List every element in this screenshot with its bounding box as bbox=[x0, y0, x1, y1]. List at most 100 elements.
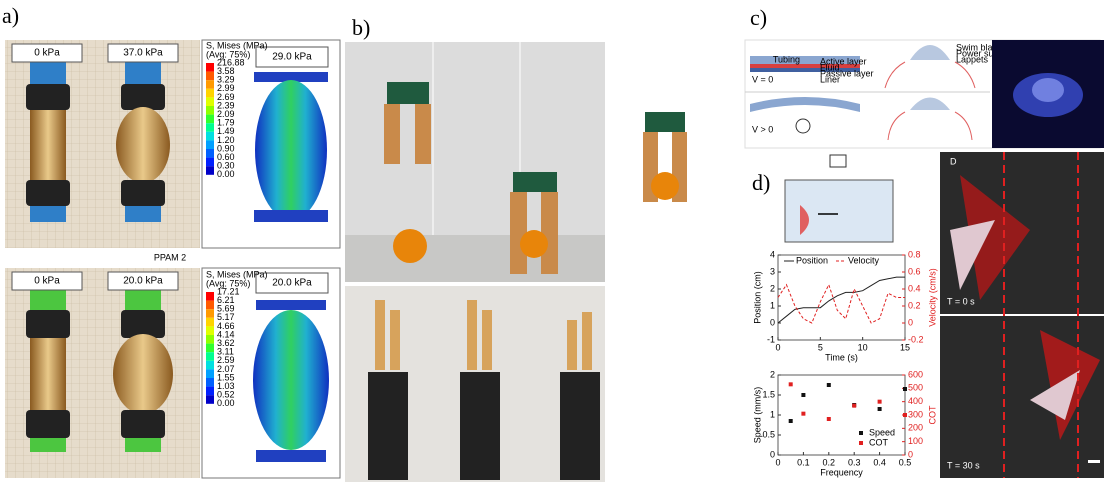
y2-tick-label: 0.6 bbox=[908, 266, 921, 276]
colorbar-swatch bbox=[206, 378, 214, 387]
y-tick-label: 1 bbox=[770, 300, 775, 310]
y2-tick-label: 0.2 bbox=[908, 300, 921, 310]
x-tick-label: 0.1 bbox=[797, 457, 810, 467]
scatter-point bbox=[903, 387, 907, 391]
y2-axis-label: COT bbox=[927, 405, 937, 425]
scatter-point bbox=[789, 419, 793, 423]
x-tick-label: 0.2 bbox=[823, 457, 836, 467]
panel-label: c) bbox=[750, 5, 767, 30]
fea-model bbox=[253, 310, 329, 450]
colorbar-label: 0.00 bbox=[217, 398, 235, 408]
colorbar-swatch bbox=[206, 166, 214, 175]
fea-model bbox=[255, 80, 327, 220]
y2-tick-label: 200 bbox=[908, 423, 923, 433]
pressure-label: 37.0 kPa bbox=[123, 48, 163, 59]
scatter-point bbox=[801, 393, 805, 397]
legend-swatch bbox=[859, 431, 863, 435]
colorbar-swatch bbox=[206, 140, 214, 149]
panel-label: b) bbox=[352, 15, 370, 40]
y2-tick-label: 600 bbox=[908, 369, 923, 379]
y2-tick-label: 300 bbox=[908, 409, 923, 419]
colorbar-swatch bbox=[206, 97, 214, 106]
figure: a) 0 kPa 37.0 kPa 29.0 kPa S, Mises (MPa… bbox=[0, 0, 1104, 482]
y-tick-label: 0 bbox=[770, 449, 775, 459]
y2-tick-label: 0.4 bbox=[908, 283, 921, 293]
y-axis-label: Speed (mm/s) bbox=[752, 387, 762, 444]
x-tick-label: 0.4 bbox=[873, 457, 886, 467]
state-label: V > 0 bbox=[752, 124, 773, 134]
y-tick-label: 3 bbox=[770, 266, 775, 276]
colorbar-swatch bbox=[206, 301, 214, 310]
scatter-point bbox=[852, 404, 856, 408]
y2-tick-label: -0.2 bbox=[908, 334, 924, 344]
y2-tick-label: 0 bbox=[908, 317, 913, 327]
colorbar-swatch bbox=[206, 149, 214, 158]
colorbar-swatch bbox=[206, 309, 214, 318]
time-label: T = 0 s bbox=[947, 296, 975, 306]
x-axis-label: Time (s) bbox=[825, 352, 858, 362]
section-title: PPAM 2 bbox=[154, 252, 186, 262]
y-tick-label: 0 bbox=[770, 317, 775, 327]
colorbar-swatch bbox=[206, 132, 214, 141]
colorbar-swatch bbox=[206, 63, 214, 72]
y2-tick-label: 400 bbox=[908, 396, 923, 406]
y-tick-label: 4 bbox=[770, 249, 775, 259]
scatter-point bbox=[878, 400, 882, 404]
colorbar-swatch bbox=[206, 292, 214, 301]
panel-label: a) bbox=[2, 3, 19, 28]
state-label: V = 0 bbox=[752, 74, 773, 84]
y2-axis-label: Velocity (cm/s) bbox=[927, 268, 937, 327]
legend-label: Position bbox=[796, 255, 828, 265]
x-tick-label: 0 bbox=[775, 342, 780, 352]
colorbar-swatch bbox=[206, 361, 214, 370]
x-tick-label: 10 bbox=[858, 342, 868, 352]
x-axis-label: Frequency bbox=[820, 467, 863, 477]
video-label: D bbox=[950, 156, 957, 166]
y2-tick-label: 0 bbox=[908, 449, 913, 459]
colorbar-swatch bbox=[206, 106, 214, 115]
y2-tick-label: 0.8 bbox=[908, 249, 921, 259]
y-tick-label: 2 bbox=[770, 369, 775, 379]
colorbar-swatch bbox=[206, 369, 214, 378]
colorbar-swatch bbox=[206, 158, 214, 167]
scatter-point bbox=[801, 412, 805, 416]
colorbar-label: 0.00 bbox=[217, 169, 235, 179]
x-tick-label: 0.3 bbox=[848, 457, 861, 467]
y2-tick-label: 500 bbox=[908, 383, 923, 393]
y-tick-label: -1 bbox=[767, 334, 775, 344]
colorbar-swatch bbox=[206, 387, 214, 396]
pressure-label: 20.0 kPa bbox=[123, 276, 163, 287]
x-tick-label: 0 bbox=[775, 457, 780, 467]
y2-tick-label: 100 bbox=[908, 436, 923, 446]
diagram-label: Lappets bbox=[956, 54, 989, 64]
colorbar-swatch bbox=[206, 115, 214, 124]
colorbar-swatch bbox=[206, 123, 214, 132]
panel-label: d) bbox=[752, 170, 770, 195]
colorbar-swatch bbox=[206, 72, 214, 81]
legend-label: COT bbox=[869, 437, 889, 447]
colorbar-swatch bbox=[206, 318, 214, 327]
hand bbox=[368, 372, 600, 480]
y-tick-label: 2 bbox=[770, 283, 775, 293]
scatter-point bbox=[827, 383, 831, 387]
colorbar-swatch bbox=[206, 395, 214, 404]
scatter-point bbox=[789, 382, 793, 386]
diagram-label: Tubing bbox=[773, 54, 800, 64]
scatter-point bbox=[878, 407, 882, 411]
pressure-label: 0 kPa bbox=[34, 48, 60, 59]
colorbar-swatch bbox=[206, 89, 214, 98]
colorbar-swatch bbox=[206, 335, 214, 344]
legend-swatch bbox=[859, 441, 863, 445]
y-tick-label: 1.5 bbox=[762, 389, 775, 399]
diagram-label: Liner bbox=[820, 74, 840, 84]
legend-label: Velocity bbox=[848, 255, 880, 265]
colorbar-swatch bbox=[206, 80, 214, 89]
time-label: T = 30 s bbox=[947, 460, 980, 470]
panel-c: c) V = 0 V > 0 Tubing Active layerFluidP… bbox=[745, 5, 1104, 148]
y-axis-label: Position (cm) bbox=[752, 271, 762, 324]
colorbar-swatch bbox=[206, 326, 214, 335]
y-tick-label: 0.5 bbox=[762, 429, 775, 439]
scatter-point bbox=[827, 417, 831, 421]
panel-a: a) 0 kPa 37.0 kPa 29.0 kPa S, Mises (MPa… bbox=[2, 3, 340, 478]
